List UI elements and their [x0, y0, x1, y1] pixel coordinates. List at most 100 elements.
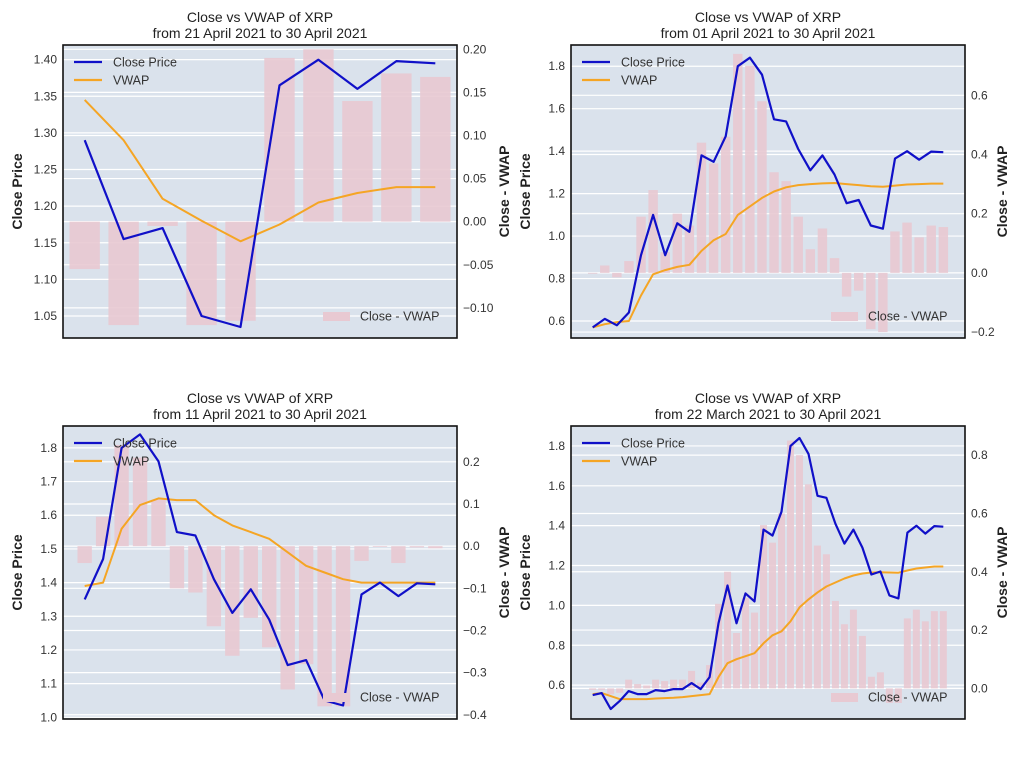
- bar-close-minus-vwap: [186, 221, 217, 326]
- bar-close-minus-vwap: [317, 546, 332, 707]
- bar-close-minus-vwap: [817, 228, 828, 273]
- bar-close-minus-vwap: [912, 609, 920, 689]
- bar-close-minus-vwap: [661, 681, 669, 689]
- y-tick-label: 1.35: [34, 89, 58, 103]
- chart-title: Close vs VWAP of XRP: [695, 390, 841, 406]
- bar-close-minus-vwap: [939, 611, 947, 689]
- bar-close-minus-vwap: [672, 213, 683, 273]
- y-tick-label: 1.4: [548, 144, 565, 158]
- bar-close-minus-vwap: [381, 73, 412, 222]
- y-tick-label: 1.4: [548, 519, 565, 533]
- bar-close-minus-vwap: [733, 632, 741, 689]
- y2-tick-label: −0.1: [463, 581, 487, 595]
- y-tick-label: 1.6: [40, 508, 57, 522]
- bar-close-minus-vwap: [342, 101, 373, 222]
- bar-close-minus-vwap: [372, 546, 388, 547]
- y-tick-label: 1.0: [548, 229, 565, 243]
- bar-close-minus-vwap: [169, 546, 185, 589]
- y-tick-label: 1.40: [34, 53, 58, 67]
- bar-close-minus-vwap: [921, 621, 929, 689]
- bar-close-minus-vwap: [768, 542, 777, 689]
- legend-swatch-bar: [831, 312, 858, 321]
- bar-close-minus-vwap: [894, 688, 902, 703]
- y-tick-label: 0.8: [548, 272, 565, 286]
- chart-subtitle: from 22 March 2021 to 30 April 2021: [655, 406, 882, 422]
- y2-tick-label: 0.0: [463, 539, 480, 553]
- legend-label-close: Close Price: [113, 56, 177, 70]
- y-tick-label: 1.6: [548, 102, 565, 116]
- y2-tick-label: −0.2: [463, 623, 487, 637]
- bar-close-minus-vwap: [243, 546, 258, 618]
- y2-tick-label: 0.1: [463, 497, 480, 511]
- bar-close-minus-vwap: [885, 688, 893, 703]
- bar-close-minus-vwap: [876, 672, 884, 689]
- y2-axis-label: Close - VWAP: [496, 527, 512, 619]
- chart-panel-3: 1.0 1.1 1.2 1.3 1.4 1.5 1.6 1.7 1.8 −0.4 −0.3 −0.2 −…: [9, 390, 512, 724]
- bar-close-minus-vwap: [77, 546, 92, 564]
- bar-close-minus-vwap: [354, 546, 369, 561]
- bar-close-minus-vwap: [866, 272, 876, 330]
- bar-close-minus-vwap: [262, 546, 277, 648]
- series-line-vwap: [83, 99, 436, 243]
- bar-close-minus-vwap: [805, 249, 816, 273]
- y-tick-label: 1.3: [40, 609, 57, 623]
- bar-close-minus-vwap: [867, 676, 875, 689]
- y-tick-label: 1.2: [548, 187, 565, 201]
- chart-subtitle: from 11 April 2021 to 30 April 2021: [153, 406, 367, 422]
- legend-label-close: Close Price: [113, 437, 177, 451]
- bar-close-minus-vwap: [745, 65, 755, 273]
- bar-close-minus-vwap: [849, 609, 857, 689]
- y-tick-label: 0.6: [548, 314, 565, 328]
- y-tick-label: 1.2: [548, 559, 565, 573]
- chart-subtitle: from 01 April 2021 to 30 April 2021: [661, 25, 876, 41]
- bar-close-minus-vwap: [151, 499, 166, 547]
- bar-close-minus-vwap: [781, 181, 791, 273]
- bar-close-minus-vwap: [777, 513, 785, 689]
- y-tick-label: 1.5: [40, 542, 57, 556]
- bar-close-minus-vwap: [589, 688, 597, 690]
- y-tick-label: 1.8: [548, 439, 565, 453]
- y-tick-label: 1.4: [40, 576, 57, 590]
- y2-tick-label: −0.05: [463, 258, 494, 272]
- plot-frame: [570, 425, 966, 720]
- y-tick-label: 1.30: [34, 126, 58, 140]
- plot-frame: [62, 44, 458, 339]
- series-line-vwap: [84, 497, 436, 587]
- y-tick-label: 1.25: [34, 163, 58, 177]
- bar-close-minus-vwap: [759, 525, 768, 689]
- y2-axis-label: Close - VWAP: [994, 527, 1010, 619]
- bar-close-minus-vwap: [188, 546, 203, 593]
- bar-close-minus-vwap: [409, 546, 425, 548]
- legend-label-vwap: VWAP: [621, 74, 657, 88]
- y2-tick-label: 0.15: [463, 85, 487, 99]
- chart-panel-4: 0.6 0.8 1.0 1.2 1.4 1.6 1.8 0.0 0.2 0.4 0.6 0.8 Clos…: [517, 390, 1010, 720]
- legend-swatch-bar: [831, 693, 858, 702]
- plot-area: [571, 45, 965, 338]
- y2-tick-label: 0.0: [971, 681, 988, 695]
- y-axis-label: Close Price: [517, 153, 533, 229]
- bar-close-minus-vwap: [930, 611, 938, 689]
- y2-axis-label: Close - VWAP: [994, 146, 1010, 238]
- bar-close-minus-vwap: [853, 272, 864, 291]
- y-tick-label: 1.0: [548, 598, 565, 612]
- y2-tick-label: −0.4: [463, 708, 487, 722]
- legend-label-bar: Close - VWAP: [360, 691, 439, 705]
- y2-tick-label: 0.05: [463, 172, 487, 186]
- bar-close-minus-vwap: [206, 546, 222, 627]
- bar-close-minus-vwap: [132, 457, 148, 547]
- bar-close-minus-vwap: [715, 603, 723, 689]
- chart-title: Close vs VWAP of XRP: [187, 9, 333, 25]
- y2-tick-label: 0.6: [971, 88, 988, 102]
- y-axis-label: Close Price: [517, 534, 533, 610]
- plot-frame: [62, 425, 458, 720]
- bar-close-minus-vwap: [684, 225, 695, 273]
- bar-close-minus-vwap: [428, 546, 443, 549]
- bar-close-minus-vwap: [813, 545, 821, 689]
- bar-close-minus-vwap: [841, 272, 852, 297]
- bar-close-minus-vwap: [938, 227, 949, 273]
- bar-close-minus-vwap: [804, 484, 812, 689]
- legend-swatch-bar: [323, 312, 350, 321]
- bar-close-minus-vwap: [757, 101, 767, 273]
- y-tick-label: 1.7: [40, 475, 57, 489]
